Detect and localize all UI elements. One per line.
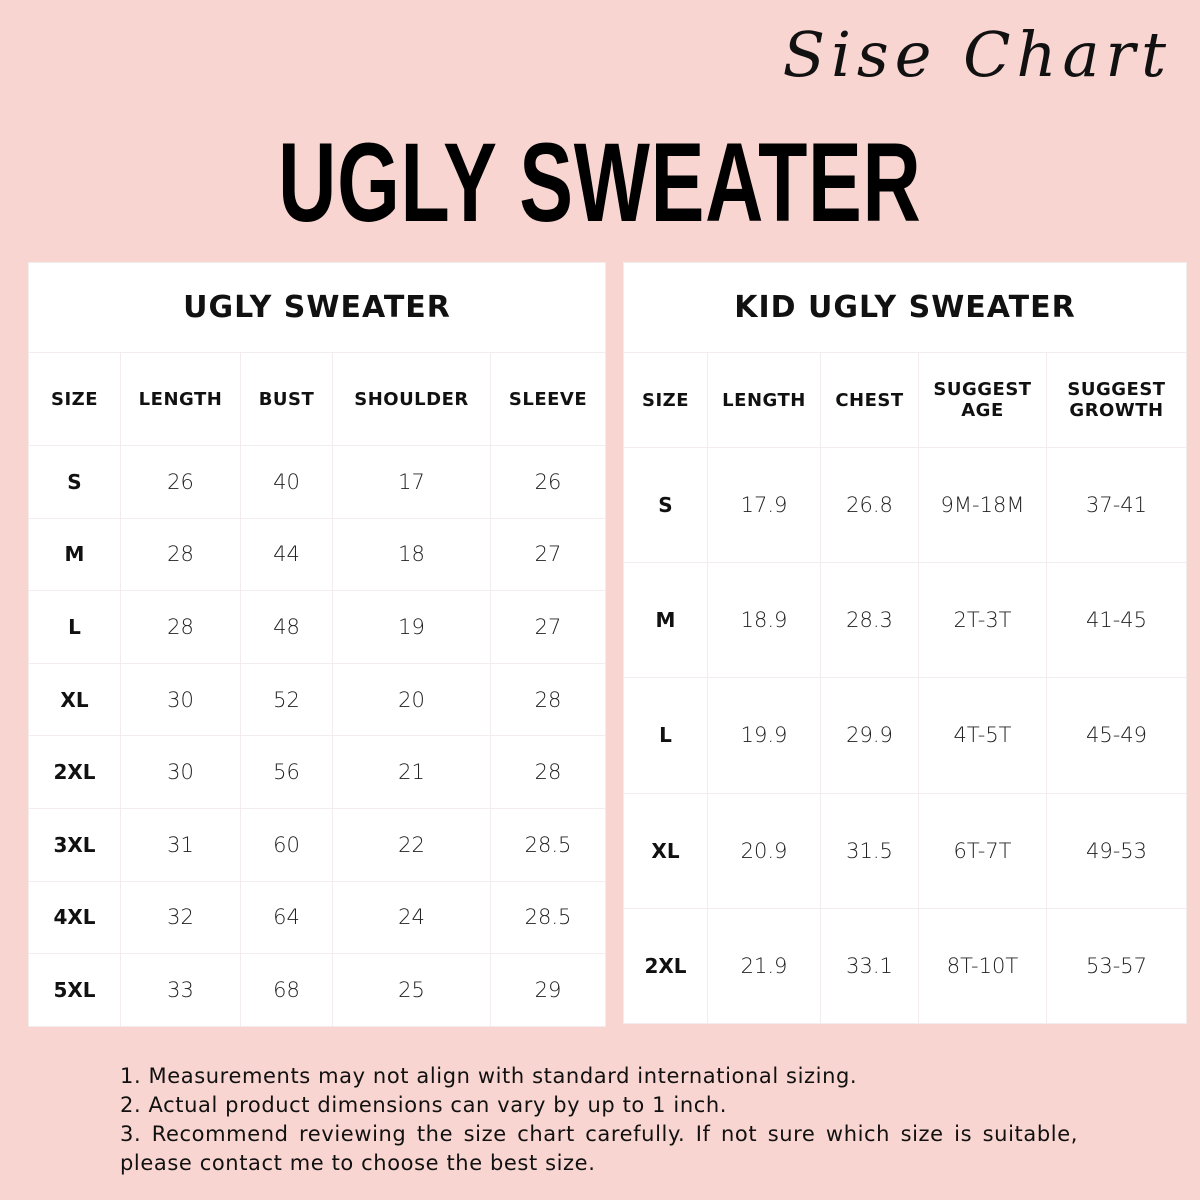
value-cell: 4T-5T: [918, 677, 1047, 794]
size-cell: XL: [28, 662, 121, 737]
size-cell: S: [623, 446, 708, 564]
value-cell: 28: [489, 735, 607, 809]
column-header: SIZE: [28, 352, 121, 446]
column-header: SUGGEST AGE: [918, 352, 1047, 448]
value-cell: 45-49: [1046, 677, 1187, 794]
value-cell: 28: [489, 662, 607, 737]
value-cell: 30: [120, 662, 241, 737]
value-cell: 31: [120, 807, 241, 882]
table-row: L 28 48 19 27: [28, 590, 607, 664]
size-cell: 3XL: [28, 807, 121, 882]
script-title: Sise Chart: [782, 18, 1172, 91]
column-header: SIZE: [623, 352, 708, 448]
table-row: 2XL 21.9 33.1 8T-10T 53-57: [623, 907, 1187, 1024]
value-cell: 18: [332, 517, 491, 592]
value-cell: 33.1: [820, 907, 919, 1024]
page-title-wrap: UGLY SWEATER: [0, 118, 1200, 247]
note-3: 3. Recommend reviewing the size chart ca…: [120, 1122, 1078, 1175]
column-header: SLEEVE: [489, 352, 607, 446]
note-2: 2. Actual product dimensions can vary by…: [120, 1093, 728, 1117]
value-cell: 22: [332, 807, 491, 882]
value-cell: 48: [240, 590, 333, 664]
value-cell: 20: [332, 662, 491, 737]
size-cell: 4XL: [28, 880, 121, 955]
value-cell: 33: [120, 953, 241, 1027]
kid-size-table: KID UGLY SWEATER SIZE LENGTH CHEST SUGGEST …: [623, 262, 1187, 1024]
value-cell: 19.9: [707, 677, 821, 794]
size-cell: L: [28, 590, 121, 664]
value-cell: 60: [240, 807, 333, 882]
value-cell: 26: [120, 445, 241, 519]
column-header: LENGTH: [707, 352, 821, 448]
column-header: CHEST: [820, 352, 919, 448]
value-cell: 26.8: [820, 446, 919, 564]
value-cell: 28: [120, 517, 241, 592]
value-cell: 19: [332, 590, 491, 664]
table-row: S 17.9 26.8 9M-18M 37-41: [623, 446, 1187, 564]
size-cell: M: [623, 562, 708, 679]
value-cell: 31.5: [820, 792, 919, 909]
value-cell: 29.9: [820, 677, 919, 794]
table-row: 4XL 32 64 24 28.5: [28, 880, 607, 955]
kid-table-title: KID UGLY SWEATER: [623, 262, 1187, 353]
table-row: 2XL 30 56 21 28: [28, 735, 607, 809]
value-cell: 21.9: [707, 907, 821, 1024]
column-header: SUGGEST GROWTH: [1046, 352, 1187, 448]
column-header: SHOULDER: [332, 352, 491, 446]
value-cell: 28.5: [489, 880, 607, 955]
value-cell: 56: [240, 735, 333, 809]
value-cell: 28.5: [489, 807, 607, 882]
table-row: 5XL 33 68 25 29: [28, 953, 607, 1027]
column-header: LENGTH: [120, 352, 241, 446]
note-1: 1. Measurements may not align with stand…: [120, 1064, 858, 1088]
value-cell: 53-57: [1046, 907, 1187, 1024]
value-cell: 18.9: [707, 562, 821, 679]
size-cell: M: [28, 517, 121, 592]
page-title: UGLY SWEATER: [278, 120, 922, 245]
value-cell: 64: [240, 880, 333, 955]
value-cell: 17.9: [707, 446, 821, 564]
size-cell: 2XL: [28, 735, 121, 809]
table-row: S 26 40 17 26: [28, 445, 607, 519]
adult-table-title: UGLY SWEATER: [27, 262, 607, 353]
value-cell: 9M-18M: [918, 446, 1047, 564]
value-cell: 26: [489, 445, 607, 519]
value-cell: 27: [489, 517, 607, 592]
table-row: XL 30 52 20 28: [28, 662, 607, 737]
value-cell: 37-41: [1046, 446, 1187, 564]
value-cell: 25: [332, 953, 491, 1027]
value-cell: 68: [240, 953, 333, 1027]
value-cell: 44: [240, 517, 333, 592]
table-row: XL 20.9 31.5 6T-7T 49-53: [623, 792, 1187, 909]
value-cell: 29: [489, 953, 607, 1027]
table-row: L 19.9 29.9 4T-5T 45-49: [623, 677, 1187, 794]
size-cell: XL: [623, 792, 708, 909]
table-row: M 28 44 18 27: [28, 517, 607, 592]
value-cell: 41-45: [1046, 562, 1187, 679]
size-cell: L: [623, 677, 708, 794]
value-cell: 24: [332, 880, 491, 955]
value-cell: 2T-3T: [918, 562, 1047, 679]
size-cell: 2XL: [623, 907, 708, 1024]
table-row: M 18.9 28.3 2T-3T 41-45: [623, 562, 1187, 679]
value-cell: 28.3: [820, 562, 919, 679]
table-row: 3XL 31 60 22 28.5: [28, 807, 607, 882]
value-cell: 8T-10T: [918, 907, 1047, 1024]
column-header: BUST: [240, 352, 333, 446]
value-cell: 6T-7T: [918, 792, 1047, 909]
notes: 1. Measurements may not align with stand…: [120, 1062, 1078, 1178]
value-cell: 20.9: [707, 792, 821, 909]
value-cell: 17: [332, 445, 491, 519]
value-cell: 27: [489, 590, 607, 664]
size-cell: S: [28, 445, 121, 519]
value-cell: 52: [240, 662, 333, 737]
value-cell: 30: [120, 735, 241, 809]
value-cell: 40: [240, 445, 333, 519]
value-cell: 28: [120, 590, 241, 664]
value-cell: 32: [120, 880, 241, 955]
size-cell: 5XL: [28, 953, 121, 1027]
value-cell: 21: [332, 735, 491, 809]
adult-size-table: UGLY SWEATER SIZE LENGTH BUST SHOULDER SLEEV…: [27, 262, 607, 1027]
value-cell: 49-53: [1046, 792, 1187, 909]
